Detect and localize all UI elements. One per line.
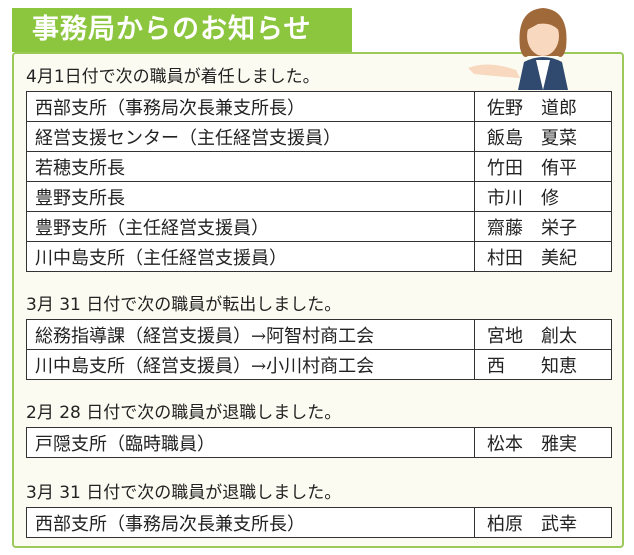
position: 総務指導課（経営支援員）→阿智村商工会 bbox=[26, 319, 475, 350]
staff-row: 総務指導課（経営支援員）→阿智村商工会 宮地 創太 bbox=[26, 319, 612, 350]
position: 戸隠支所（臨時職員） bbox=[26, 427, 475, 458]
staff-row: 豊野支所長 市川 修 bbox=[26, 181, 612, 212]
staff-name: 村田 美紀 bbox=[474, 241, 612, 272]
staff-row: 戸隠支所（臨時職員） 松本 雅実 bbox=[26, 427, 612, 458]
staff-name: 竹田 侑平 bbox=[474, 151, 612, 182]
section-heading: 3月 31 日付で次の職員が退職しました。 bbox=[26, 483, 342, 503]
staff-name: 市川 修 bbox=[474, 181, 612, 212]
section-heading: 2月 28 日付で次の職員が退職しました。 bbox=[26, 403, 342, 423]
staff-name: 佐野 道郎 bbox=[474, 91, 612, 122]
staff-name: 宮地 創太 bbox=[474, 319, 612, 350]
staff-row: 西部支所（事務局次長兼支所長） 柏原 武幸 bbox=[26, 507, 612, 538]
staff-row: 川中島支所（経営支援員）→小川村商工会西 知恵 bbox=[26, 349, 612, 380]
staff-name: 西 知恵 bbox=[474, 349, 612, 380]
position: 豊野支所（主任経営支援員） bbox=[26, 211, 475, 242]
staff-illustration bbox=[468, 8, 568, 90]
position: 川中島支所（主任経営支援員） bbox=[26, 241, 475, 272]
position: 若穂支所長 bbox=[26, 151, 475, 182]
staff-row: 豊野支所（主任経営支援員） 齋藤 栄子 bbox=[26, 211, 612, 242]
staff-row: 西部支所（事務局次長兼支所長） 佐野 道郎 bbox=[26, 91, 612, 122]
position: 西部支所（事務局次長兼支所長） bbox=[26, 91, 475, 122]
staff-name: 飯島 夏菜 bbox=[474, 121, 612, 152]
staff-table: 戸隠支所（臨時職員） 松本 雅実 bbox=[26, 427, 612, 458]
position: 豊野支所長 bbox=[26, 181, 475, 212]
staff-name: 齋藤 栄子 bbox=[474, 211, 612, 242]
staff-row: 経営支援センター（主任経営支援員） 飯島 夏菜 bbox=[26, 121, 612, 152]
staff-row: 若穂支所長 竹田 侑平 bbox=[26, 151, 612, 182]
section-heading: 3月 31 日付で次の職員が転出しました。 bbox=[26, 295, 342, 315]
position: 経営支援センター（主任経営支援員） bbox=[26, 121, 475, 152]
staff-table: 西部支所（事務局次長兼支所長） 佐野 道郎 経営支援センター（主任経営支援員） 飯島 … bbox=[26, 91, 612, 272]
section-heading: 4月1日付で次の職員が着任しました。 bbox=[26, 67, 320, 87]
staff-table: 総務指導課（経営支援員）→阿智村商工会 宮地 創太 川中島支所（経営支援員）→小川村… bbox=[26, 319, 612, 380]
header-title: 事務局からのお知らせ bbox=[12, 8, 352, 52]
staff-table: 西部支所（事務局次長兼支所長） 柏原 武幸 bbox=[26, 507, 612, 538]
staff-row: 川中島支所（主任経営支援員） 村田 美紀 bbox=[26, 241, 612, 272]
staff-name: 松本 雅実 bbox=[474, 427, 612, 458]
position: 西部支所（事務局次長兼支所長） bbox=[26, 507, 475, 538]
position: 川中島支所（経営支援員）→小川村商工会 bbox=[26, 349, 475, 380]
staff-name: 柏原 武幸 bbox=[474, 507, 612, 538]
